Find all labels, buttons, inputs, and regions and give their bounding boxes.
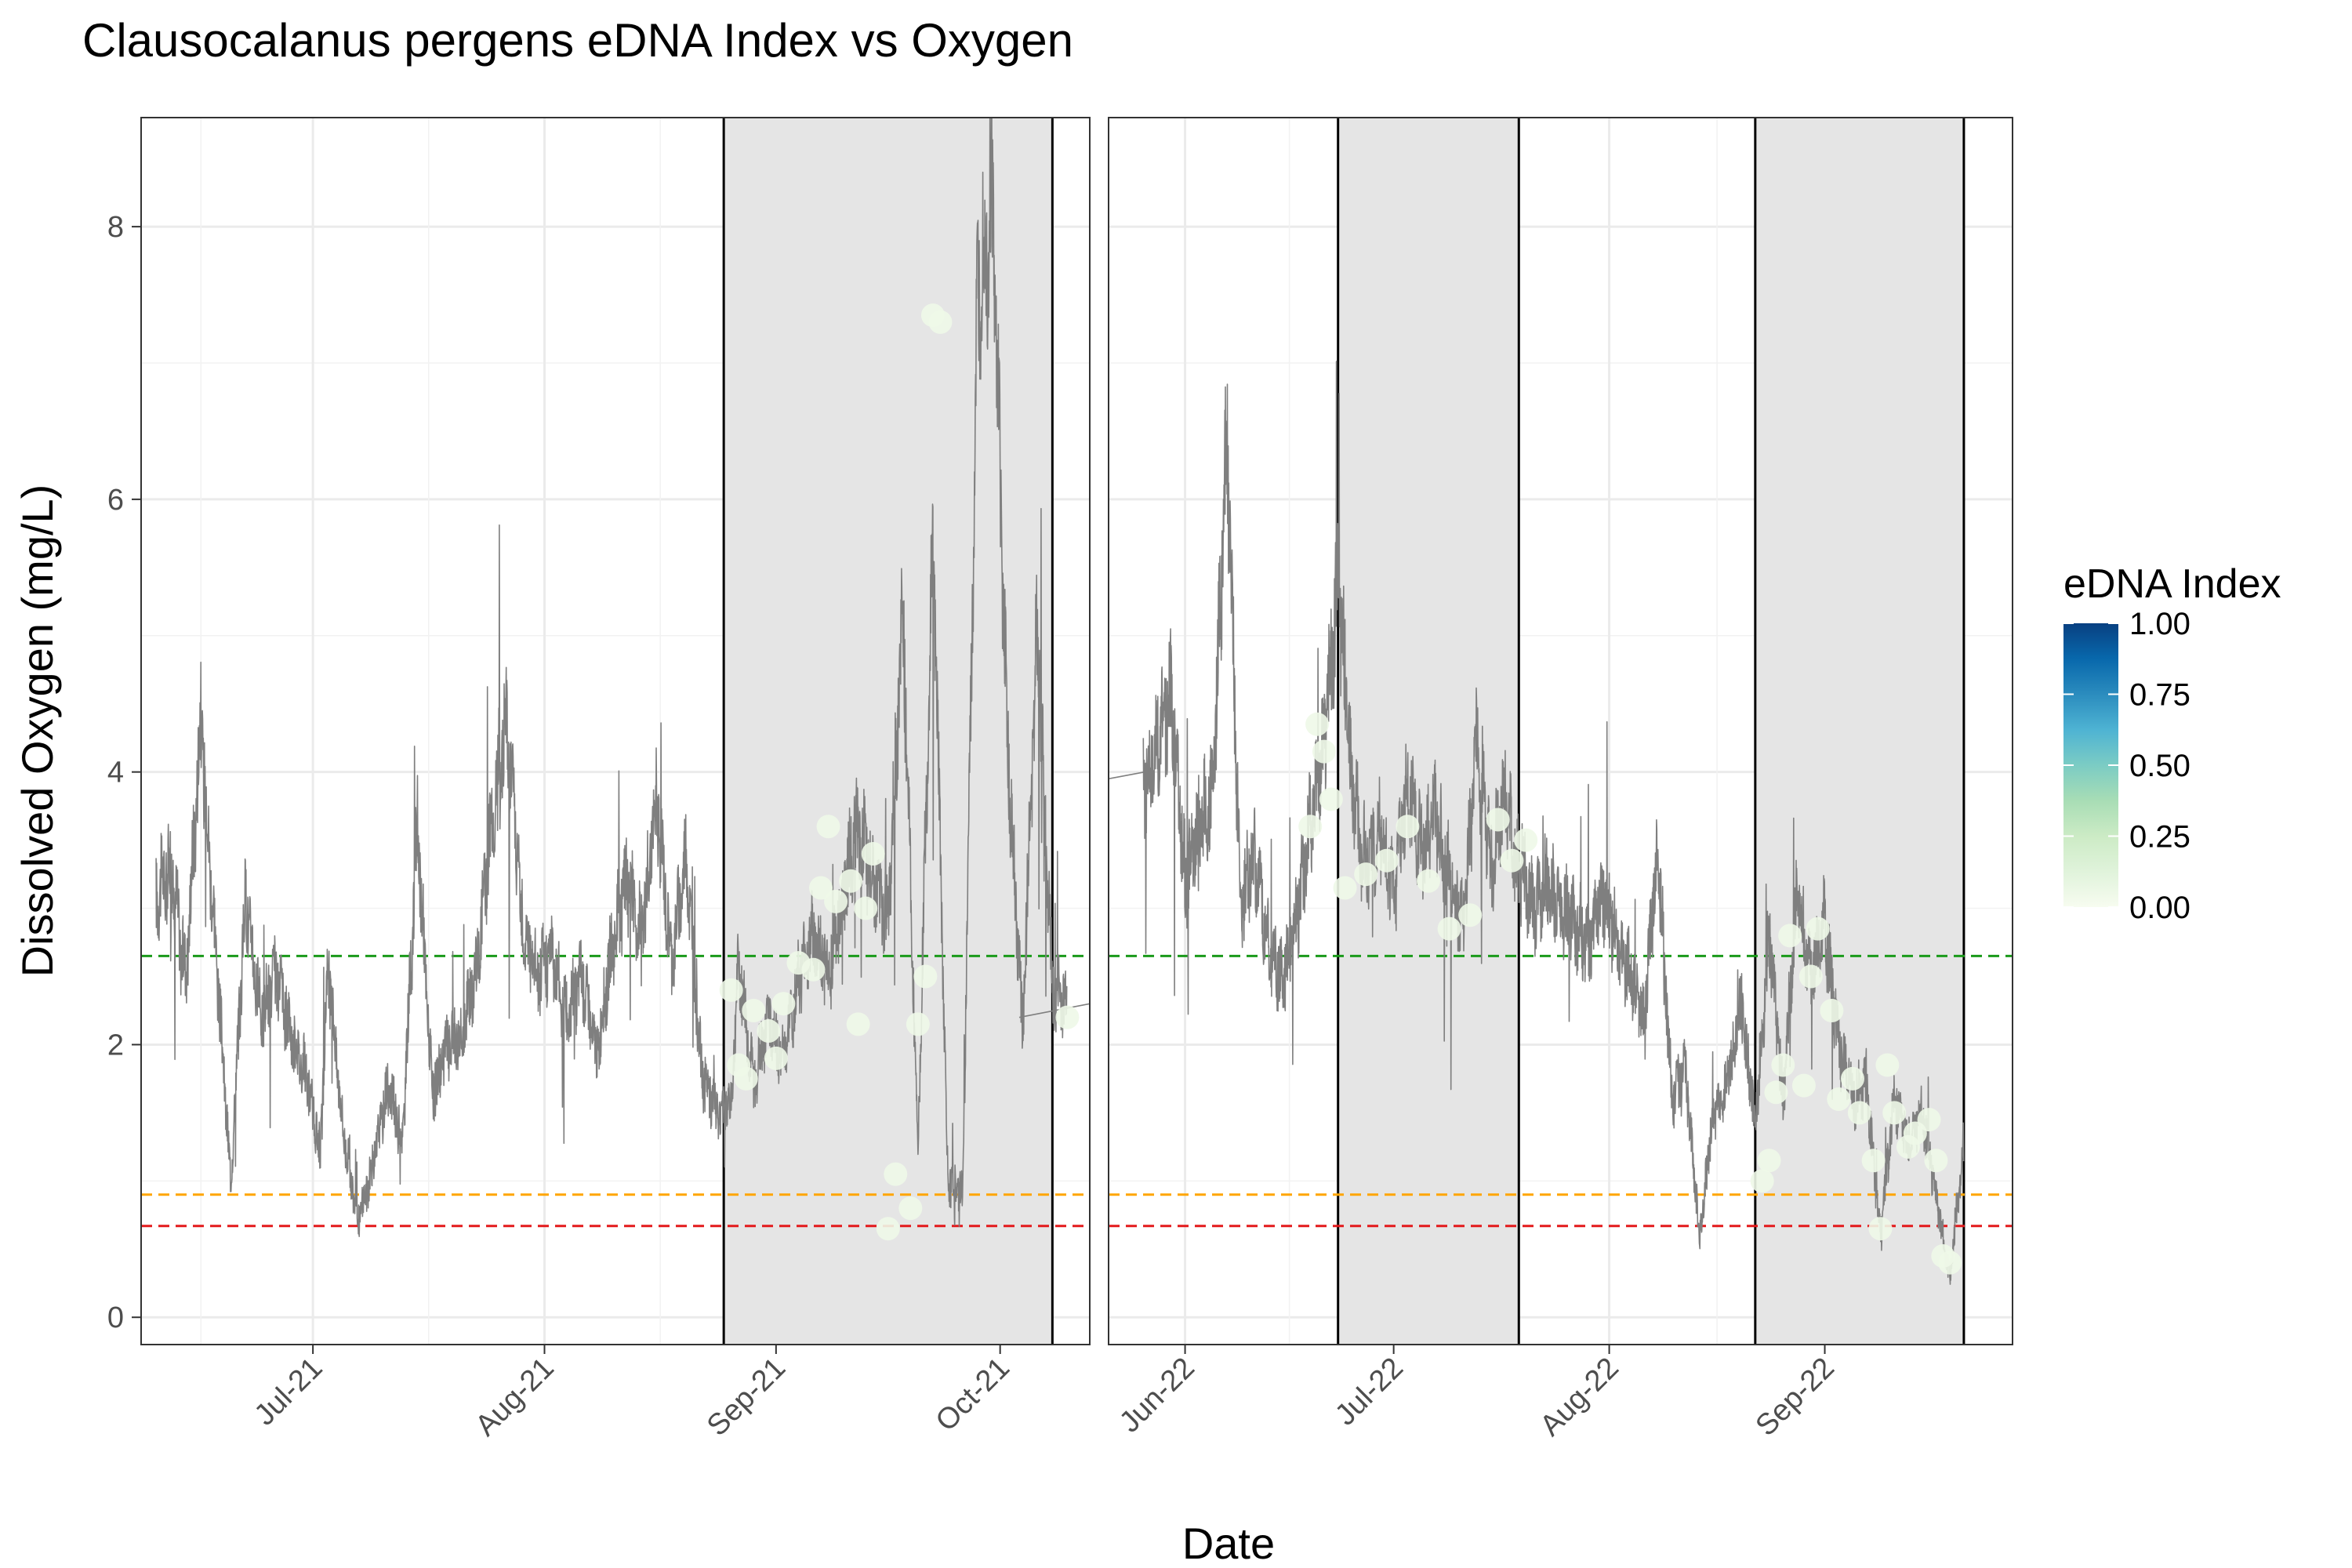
- edna-point: [1486, 808, 1510, 832]
- x-tick-label: Oct-21: [930, 1352, 1016, 1438]
- edna-point: [1827, 1087, 1851, 1111]
- edna-point: [1938, 1250, 1962, 1275]
- legend-tick-label: 0.00: [2129, 891, 2190, 925]
- x-tick-label: Aug-22: [1534, 1352, 1625, 1443]
- panel-2022-reference-lines: [1109, 954, 2013, 1228]
- edna-point: [809, 876, 833, 900]
- panel-2022-edna-points: [1298, 712, 1962, 1275]
- edna-point: [898, 1196, 923, 1221]
- edna-point: [876, 1217, 900, 1241]
- edna-point: [1333, 876, 1357, 900]
- edna-point: [734, 1066, 758, 1091]
- edna-point: [1875, 1053, 1900, 1077]
- edna-point: [1771, 1053, 1795, 1077]
- panel-2021-oxygen-series: [155, 118, 1090, 1237]
- legend-title: eDNA Index: [2063, 561, 2281, 607]
- y-axis-label: Dissolved Oxygen (mg/L): [13, 485, 62, 978]
- panel-2022-border: [1108, 117, 2013, 1345]
- edna-point: [854, 896, 878, 920]
- edna-point: [1514, 828, 1538, 852]
- edna-point: [1312, 739, 1336, 764]
- x-tick-label: Jun-22: [1113, 1352, 1201, 1439]
- edna-point: [1396, 815, 1420, 839]
- edna-point: [764, 1046, 788, 1070]
- edna-point: [928, 310, 953, 334]
- sampling-period-band: [724, 118, 1053, 1345]
- y-tick-label: 2: [107, 1029, 124, 1062]
- y-tick-label: 6: [107, 484, 124, 517]
- edna-point: [1841, 1066, 1865, 1091]
- edna-point: [861, 842, 885, 866]
- oxygen-line-connector: [1018, 1003, 1090, 1018]
- edna-point: [1820, 998, 1844, 1022]
- edna-point: [1757, 1149, 1781, 1173]
- panel-2022: Jun-22 Jul-22 Aug-22 Sep-22: [1108, 117, 2013, 1443]
- edna-point: [1791, 1073, 1816, 1098]
- oxygen-line: [155, 118, 1068, 1237]
- edna-point: [1374, 848, 1399, 873]
- edna-point: [1924, 1149, 1948, 1173]
- panel-2021-border: [140, 117, 1091, 1345]
- legend-tick-label: 1.00: [2129, 607, 2190, 641]
- edna-point: [1298, 815, 1323, 839]
- edna-point: [1437, 916, 1461, 941]
- edna-point: [1416, 869, 1440, 893]
- edna-point: [1055, 1005, 1080, 1029]
- panel-2021-x-axis: Jul-21 Aug-21 Sep-21 Oct-21: [249, 1345, 1016, 1443]
- x-tick-label: Sep-22: [1750, 1352, 1841, 1443]
- legend-tick-label: 0.50: [2129, 749, 2190, 783]
- x-tick-label: Jul-22: [1329, 1352, 1410, 1432]
- edna-point: [1305, 712, 1330, 736]
- y-tick-label: 8: [107, 211, 124, 244]
- edna-point: [1882, 1101, 1907, 1125]
- edna-point: [1354, 862, 1378, 887]
- panel-2021-sampling-periods: [722, 118, 1054, 1345]
- edna-point: [1917, 1108, 1941, 1132]
- panel-2021-reference-lines: [141, 954, 1090, 1228]
- edna-point: [1861, 1149, 1886, 1173]
- panel-2022-x-axis: Jun-22 Jul-22 Aug-22 Sep-22: [1113, 1345, 1841, 1443]
- panel-2021: Jul-21 Aug-21 Sep-21 Oct-21: [140, 117, 1091, 1443]
- edna-point: [1868, 1217, 1893, 1241]
- sampling-period-band: [1338, 118, 1519, 1345]
- x-axis-label: Date: [1182, 1519, 1275, 1568]
- edna-point: [1798, 964, 1823, 989]
- y-tick-label: 4: [107, 757, 124, 789]
- edna-point: [824, 889, 848, 913]
- x-tick-label: Jul-21: [249, 1352, 329, 1432]
- y-axis: 0 2 4 6 8: [107, 211, 141, 1334]
- edna-point: [884, 1162, 908, 1186]
- edna-point: [1847, 1101, 1871, 1125]
- oxygen-line: [1142, 361, 1965, 1285]
- oxygen-line-connector: [1109, 771, 1145, 780]
- edna-point: [1458, 903, 1483, 927]
- legend-ticks: 1.00 0.75 0.50 0.25 0.00: [2063, 607, 2190, 925]
- edna-point: [1500, 848, 1524, 873]
- edna-point: [771, 992, 796, 1016]
- legend: eDNA Index 1.00 0.75 0.50 0.25 0.00: [2063, 561, 2281, 925]
- x-tick-label: Sep-21: [701, 1352, 792, 1443]
- panel-2022-oxygen-series: [1109, 361, 1965, 1285]
- legend-tick-label: 0.75: [2129, 678, 2190, 713]
- edna-point: [1778, 924, 1802, 948]
- edna-point: [1319, 787, 1343, 811]
- edna-point: [757, 1019, 781, 1044]
- edna-point: [801, 957, 826, 982]
- edna-point: [839, 869, 863, 893]
- edna-point: [906, 1012, 930, 1036]
- edna-point: [742, 998, 766, 1022]
- edna-point: [913, 964, 938, 989]
- edna-point: [846, 1012, 870, 1036]
- chart-title: Clausocalanus pergens eDNA Index vs Oxyg…: [82, 14, 1073, 67]
- edna-point: [1806, 916, 1830, 941]
- edna-point: [816, 815, 840, 839]
- edna-point: [1750, 1169, 1774, 1193]
- edna-point: [719, 978, 743, 1002]
- x-tick-label: Aug-21: [469, 1352, 560, 1443]
- y-tick-label: 0: [107, 1301, 124, 1334]
- legend-tick-label: 0.25: [2129, 820, 2190, 855]
- edna-point: [1764, 1080, 1788, 1105]
- panel-2021-edna-points: [719, 303, 1080, 1241]
